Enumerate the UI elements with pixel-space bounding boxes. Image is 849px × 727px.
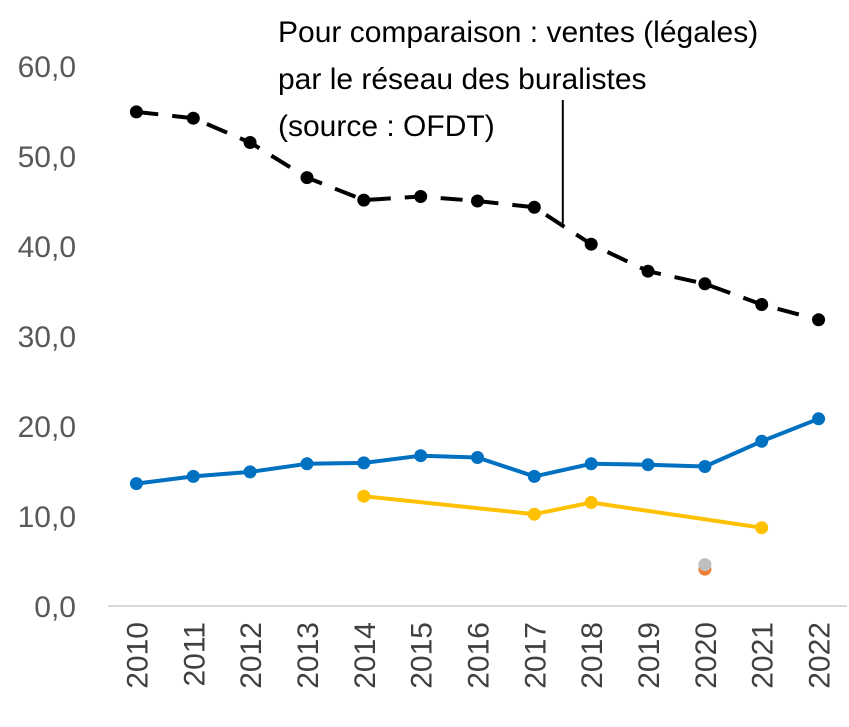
data-point bbox=[300, 171, 314, 185]
x-tick-label: 2011 bbox=[178, 622, 211, 687]
data-point bbox=[357, 193, 371, 207]
data-point bbox=[243, 465, 257, 479]
series-2 bbox=[357, 489, 769, 535]
data-point bbox=[755, 521, 769, 535]
annotation-line-2: par le réseau des buralistes bbox=[278, 63, 647, 96]
x-tick-label: 2010 bbox=[121, 622, 154, 689]
y-tick-label: 0,0 bbox=[34, 591, 76, 624]
x-tick-label: 2019 bbox=[633, 622, 666, 689]
x-tick-label: 2021 bbox=[747, 622, 780, 689]
data-point bbox=[357, 489, 371, 503]
data-point bbox=[698, 558, 712, 572]
x-tick-label: 2016 bbox=[463, 622, 496, 689]
y-tick-label: 30,0 bbox=[18, 321, 76, 354]
data-point bbox=[755, 298, 769, 311]
data-point bbox=[471, 194, 484, 208]
series-0 bbox=[129, 105, 826, 327]
annotation-line-3: (source : OFDT) bbox=[278, 110, 495, 143]
x-tick-label: 2018 bbox=[576, 622, 609, 689]
data-point bbox=[527, 469, 541, 483]
annotation-line-1: Pour comparaison : ventes (légales) bbox=[278, 16, 758, 49]
data-point bbox=[812, 412, 826, 426]
x-tick-label: 2012 bbox=[235, 622, 268, 689]
y-tick-label: 50,0 bbox=[18, 141, 76, 174]
series-line bbox=[361, 494, 764, 530]
series-4 bbox=[698, 558, 712, 572]
y-tick-label: 20,0 bbox=[18, 411, 76, 444]
x-axis-ticks: 2010 2011 2012 2013 2014 2015 2016 2017 2018 2019… bbox=[121, 622, 836, 689]
series-layer bbox=[129, 105, 826, 576]
series-1 bbox=[129, 412, 826, 491]
data-point bbox=[243, 136, 257, 149]
data-point bbox=[414, 190, 428, 203]
x-tick-label: 2017 bbox=[519, 622, 552, 689]
x-tick-label: 2013 bbox=[292, 622, 325, 689]
data-point bbox=[129, 105, 143, 119]
data-point bbox=[186, 469, 200, 483]
data-point bbox=[527, 200, 541, 214]
y-axis-ticks: 0,0 10,0 20,0 30,0 40,0 50,0 60,0 bbox=[18, 51, 76, 624]
data-point bbox=[641, 458, 655, 472]
data-point bbox=[186, 111, 200, 125]
data-point bbox=[698, 277, 712, 291]
x-tick-label: 2022 bbox=[804, 622, 837, 689]
data-point bbox=[300, 457, 314, 471]
y-tick-label: 10,0 bbox=[18, 501, 76, 534]
data-point bbox=[584, 457, 598, 471]
data-point bbox=[755, 434, 769, 448]
data-point bbox=[812, 313, 826, 327]
x-tick-label: 2015 bbox=[406, 622, 439, 689]
y-tick-label: 40,0 bbox=[18, 231, 76, 264]
data-point bbox=[584, 237, 598, 251]
data-point bbox=[641, 264, 655, 278]
data-point bbox=[584, 496, 598, 509]
series-line bbox=[136, 109, 820, 322]
data-point bbox=[357, 456, 371, 470]
x-tick-label: 2020 bbox=[690, 622, 723, 689]
x-tick-label: 2014 bbox=[349, 622, 382, 689]
data-point bbox=[698, 460, 712, 473]
data-point bbox=[129, 477, 143, 491]
data-point bbox=[471, 451, 484, 464]
annotation: Pour comparaison : ventes (légales) par … bbox=[278, 16, 758, 224]
data-point bbox=[527, 507, 541, 521]
y-tick-label: 60,0 bbox=[18, 51, 76, 84]
data-point bbox=[414, 449, 428, 463]
